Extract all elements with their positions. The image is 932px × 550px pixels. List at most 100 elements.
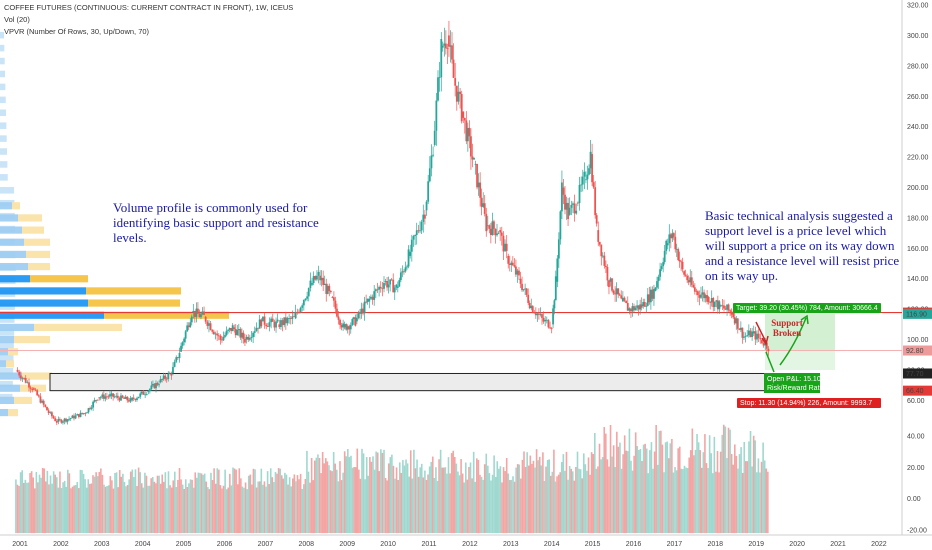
volume-bar (549, 475, 552, 534)
volume-bar (496, 461, 499, 534)
candle-body (424, 214, 426, 219)
candle-body (137, 396, 140, 399)
candle-body (570, 204, 573, 208)
volume-bar (689, 450, 692, 534)
volume-bar (230, 485, 233, 534)
volume-bar (716, 450, 719, 534)
volume-bar (416, 459, 418, 534)
volume-bar (323, 463, 326, 534)
volume-bar (199, 472, 201, 534)
candle-body (319, 275, 322, 281)
candle-body (761, 339, 763, 344)
volume-profile-up-bar (0, 214, 18, 222)
time-tick-label: 2020 (789, 541, 805, 548)
volume-bar (658, 430, 661, 534)
candle-body (552, 308, 554, 325)
volume-bar (704, 434, 706, 534)
candle-body (741, 327, 744, 338)
volume-bar (280, 475, 283, 534)
volume-bar (26, 482, 28, 534)
volume-bar (304, 478, 307, 534)
candle-body (107, 396, 110, 398)
volume-bar (222, 485, 225, 534)
candle-body (393, 287, 396, 293)
candle-body (752, 331, 755, 334)
candle-body (665, 240, 668, 251)
candle-body (86, 412, 88, 414)
candle-body (284, 317, 287, 324)
volume-bar (672, 472, 675, 534)
candle-body (247, 336, 250, 340)
volume-bar (312, 480, 315, 534)
candle-body (291, 316, 294, 319)
volume-profile-row (0, 355, 14, 362)
candle-body (485, 213, 488, 232)
volume-bar (122, 473, 124, 534)
candle-body (591, 154, 593, 183)
candle-body (507, 255, 510, 264)
volume-bar (302, 484, 305, 534)
candle-body (175, 357, 178, 362)
volume-profile-up-bar (0, 408, 8, 417)
volume-bar (266, 471, 269, 534)
candle-body (499, 230, 502, 233)
volume-bar (362, 453, 365, 534)
candle-body (611, 278, 613, 291)
volume-profile-down-bar (12, 202, 20, 210)
candle-body (754, 331, 757, 340)
volume-profile-row (0, 161, 8, 168)
volume-bar (460, 459, 462, 534)
volume-profile-row (0, 368, 14, 375)
candle-body (553, 300, 556, 309)
volume-bar (696, 434, 698, 534)
volume-profile-row (0, 31, 4, 39)
candle-body (280, 320, 282, 328)
volume-bar (387, 463, 390, 534)
volume-bar (144, 472, 146, 534)
candle-body (252, 332, 255, 338)
volume-bar (48, 484, 50, 534)
volume-bar (735, 455, 738, 534)
volume-bar (608, 466, 610, 534)
candle-body (216, 333, 219, 336)
candle-body (600, 244, 603, 257)
volume-bar (221, 488, 223, 534)
candle-body (239, 329, 242, 338)
volume-bar (128, 479, 130, 534)
volume-bar (364, 479, 366, 534)
volume-bar (520, 478, 522, 534)
volume-bar (194, 472, 197, 534)
candle-body (463, 117, 466, 121)
volume-bar (548, 459, 550, 534)
candle-body (366, 298, 369, 303)
candle-body (214, 333, 217, 335)
volume-bar (233, 468, 236, 534)
candle-body (49, 412, 52, 414)
candle-body (317, 271, 320, 276)
volume-bar (431, 456, 434, 534)
candle-body (707, 296, 710, 303)
volume-bar (628, 428, 631, 534)
volume-bar (537, 460, 539, 534)
candle-body (311, 282, 313, 285)
candle-body (743, 336, 745, 338)
candle-body (29, 387, 32, 389)
candle-body (37, 395, 40, 397)
volume-bar (37, 482, 39, 534)
candle-body (370, 296, 372, 299)
candle-body (389, 279, 392, 285)
candle-body (678, 259, 681, 262)
volume-bar (627, 451, 629, 534)
candle-body (343, 324, 346, 328)
candle-body (127, 400, 130, 402)
candle-body (559, 211, 562, 240)
price-tick-label: 220.00 (907, 155, 929, 162)
candle-body (533, 312, 536, 314)
volume-bar (104, 486, 107, 534)
volume-bar (494, 477, 497, 534)
candle-body (326, 285, 329, 294)
volume-profile-down-bar (14, 335, 50, 344)
candle-body (448, 35, 450, 47)
candle-body (578, 184, 581, 204)
